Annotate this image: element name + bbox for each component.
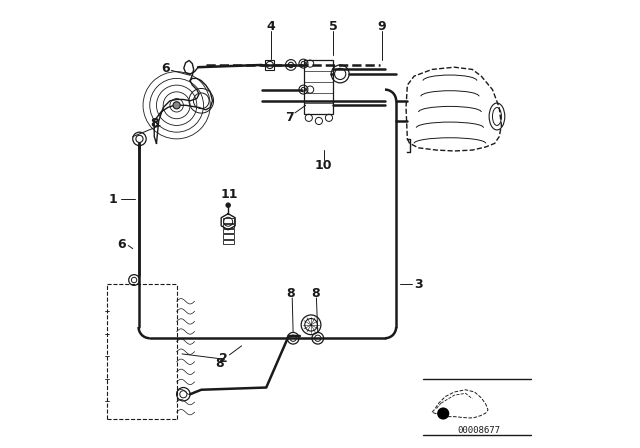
Text: 2: 2 (220, 352, 228, 365)
Text: 8: 8 (287, 287, 295, 300)
Circle shape (173, 102, 180, 109)
Text: 00008677: 00008677 (458, 426, 500, 435)
Text: 8: 8 (150, 116, 159, 130)
Text: 11: 11 (221, 188, 238, 202)
Bar (223, 224, 234, 228)
Bar (223, 229, 234, 233)
Bar (223, 240, 234, 244)
Bar (305, 60, 333, 114)
Text: 4: 4 (266, 20, 275, 34)
Text: 6: 6 (118, 237, 126, 251)
Text: 3: 3 (414, 278, 423, 291)
Text: 10: 10 (315, 159, 332, 172)
Text: 6: 6 (161, 61, 170, 75)
Text: 8: 8 (215, 357, 223, 370)
Text: 5: 5 (329, 20, 338, 34)
Bar (266, 60, 275, 70)
Text: 8: 8 (311, 287, 320, 300)
Text: 7: 7 (285, 111, 294, 124)
Circle shape (226, 203, 230, 207)
Text: 1: 1 (109, 193, 117, 206)
Bar (223, 218, 234, 223)
Bar (223, 234, 234, 239)
Circle shape (438, 408, 449, 419)
Text: 9: 9 (378, 20, 386, 34)
